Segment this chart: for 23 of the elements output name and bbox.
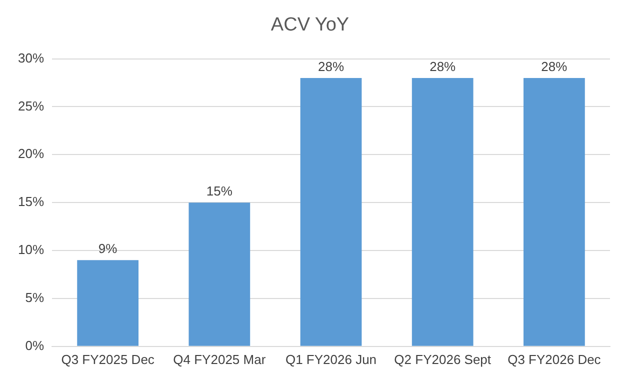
bar — [524, 78, 585, 346]
x-tick-label: Q4 FY2025 Mar — [173, 352, 266, 367]
bar — [412, 78, 474, 346]
y-tick-label: 30% — [18, 50, 44, 66]
data-label: 15% — [206, 184, 233, 199]
data-label: 28% — [318, 59, 344, 74]
x-tick-label: Q3 FY2026 Dec — [508, 352, 602, 367]
y-tick-label: 15% — [18, 194, 44, 210]
bar — [188, 202, 250, 346]
y-tick-label: 10% — [18, 242, 44, 258]
y-tick-label: 5% — [25, 290, 44, 306]
x-tick-label: Q3 FY2025 Dec — [61, 352, 155, 367]
x-tick-label: Q2 FY2026 Sept — [394, 352, 492, 367]
y-tick-label: 0% — [25, 338, 44, 353]
y-tick-label: 20% — [18, 146, 44, 162]
y-tick-label: 25% — [18, 98, 44, 114]
data-label: 28% — [430, 59, 456, 74]
bar — [77, 260, 139, 346]
bar — [300, 78, 362, 346]
x-tick-label: Q1 FY2026 Jun — [285, 352, 377, 367]
data-label: 9% — [98, 241, 118, 256]
data-label: 28% — [541, 59, 568, 74]
chart-title: ACV YoY — [270, 14, 350, 36]
